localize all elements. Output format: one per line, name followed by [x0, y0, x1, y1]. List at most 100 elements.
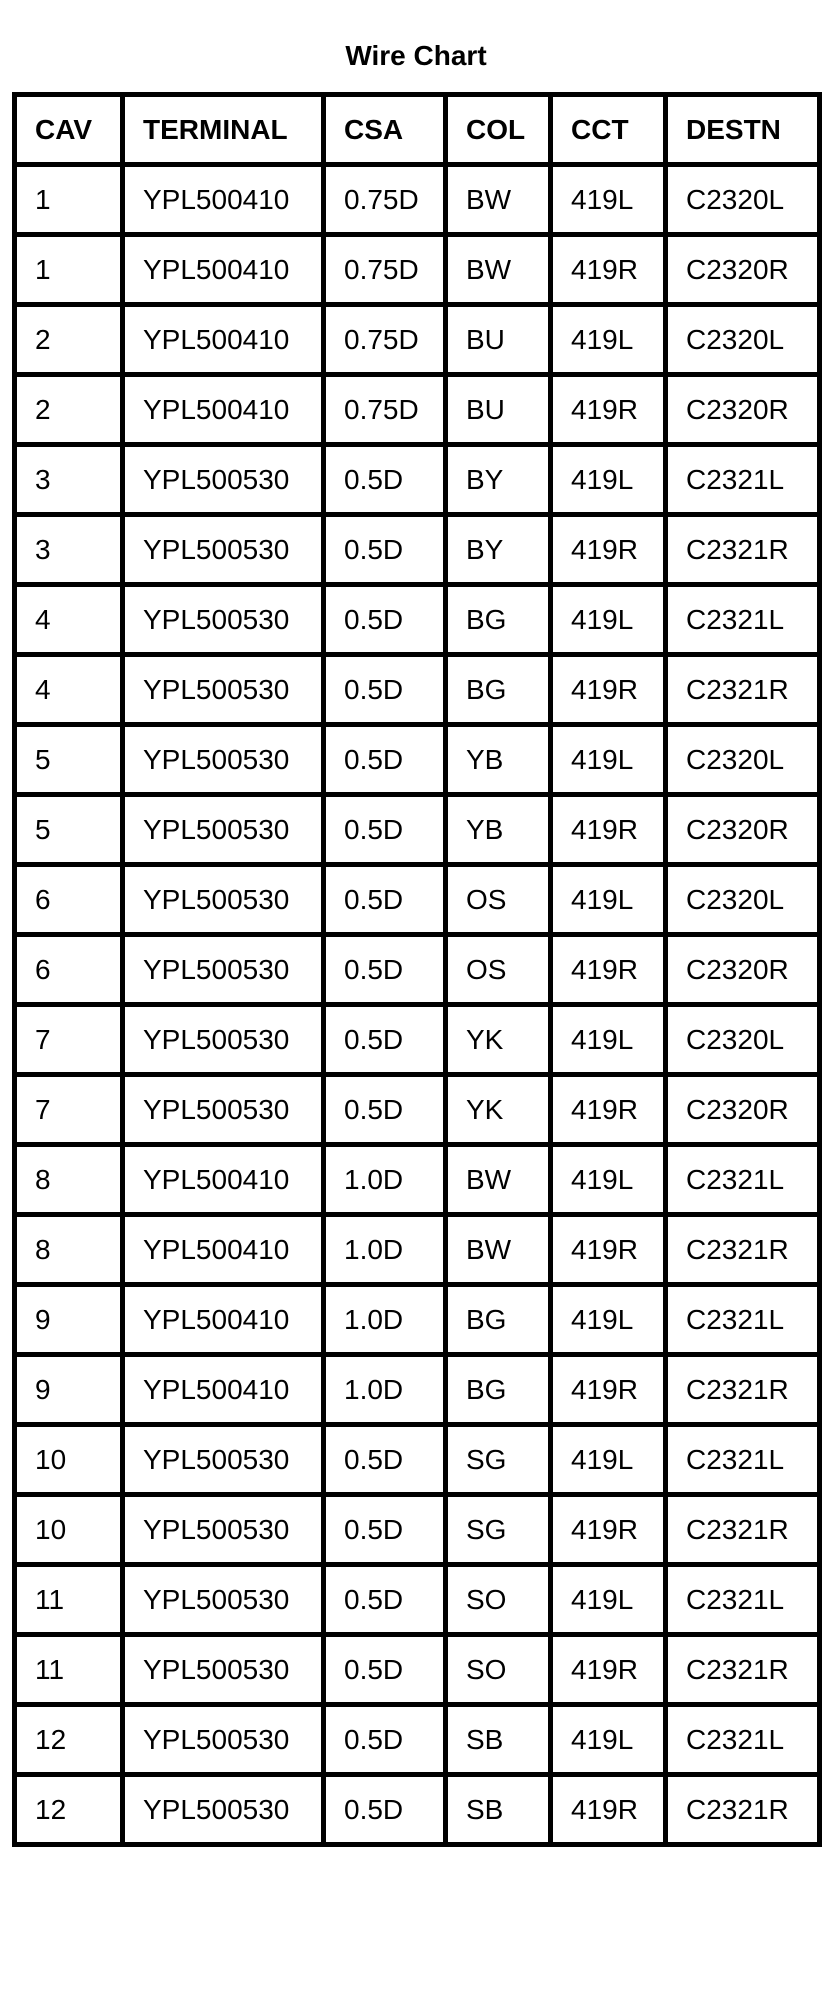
cell-cav: 2 — [12, 372, 125, 447]
cell-csa: 0.75D — [321, 302, 448, 377]
table-row: 3 YPL500530 0.5D BY 419L C2321L — [12, 442, 822, 517]
cell-destn: C2321L — [663, 1562, 822, 1637]
cell-cct: 419R — [548, 1772, 668, 1847]
table-row: 10 YPL500530 0.5D SG 419R C2321R — [12, 1492, 822, 1567]
table-row: 5 YPL500530 0.5D YB 419L C2320L — [12, 722, 822, 797]
cell-cct: 419R — [548, 512, 668, 587]
wire-chart-table: CAV TERMINAL CSA COL CCT DESTN 1 YPL500410 0.75… — [12, 92, 822, 1847]
column-header-cct: CCT — [548, 92, 668, 167]
table-row: 7 YPL500530 0.5D YK 419R C2320R — [12, 1072, 822, 1147]
cell-terminal: YPL500530 — [120, 932, 326, 1007]
cell-cct: 419R — [548, 652, 668, 727]
cell-col: BU — [443, 302, 553, 377]
cell-cct: 419L — [548, 1282, 668, 1357]
cell-csa: 0.5D — [321, 1492, 448, 1567]
cell-col: BU — [443, 372, 553, 447]
cell-cav: 12 — [12, 1702, 125, 1777]
cell-destn: C2320R — [663, 1072, 822, 1147]
cell-col: BY — [443, 442, 553, 517]
table-header-row: CAV TERMINAL CSA COL CCT DESTN — [12, 92, 822, 167]
cell-cav: 2 — [12, 302, 125, 377]
table-row: 8 YPL500410 1.0D BW 419L C2321L — [12, 1142, 822, 1217]
cell-destn: C2320L — [663, 302, 822, 377]
page-title: Wire Chart — [345, 40, 487, 71]
cell-terminal: YPL500530 — [120, 1072, 326, 1147]
cell-cct: 419R — [548, 792, 668, 867]
cell-cct: 419R — [548, 1072, 668, 1147]
column-header-col: COL — [443, 92, 553, 167]
cell-cct: 419L — [548, 1422, 668, 1497]
cell-destn: C2321R — [663, 652, 822, 727]
cell-cav: 3 — [12, 442, 125, 517]
cell-cct: 419L — [548, 1142, 668, 1217]
cell-cav: 1 — [12, 162, 125, 237]
cell-cct: 419L — [548, 722, 668, 797]
cell-cct: 419L — [548, 162, 668, 237]
cell-csa: 1.0D — [321, 1142, 448, 1217]
cell-destn: C2320R — [663, 232, 822, 307]
cell-terminal: YPL500530 — [120, 1632, 326, 1707]
cell-cav: 5 — [12, 722, 125, 797]
cell-terminal: YPL500410 — [120, 232, 326, 307]
cell-csa: 0.5D — [321, 792, 448, 867]
cell-cct: 419L — [548, 1562, 668, 1637]
cell-col: BW — [443, 1142, 553, 1217]
cell-destn: C2320L — [663, 1002, 822, 1077]
cell-csa: 0.5D — [321, 1562, 448, 1637]
table-row: 11 YPL500530 0.5D SO 419R C2321R — [12, 1632, 822, 1707]
cell-cct: 419L — [548, 582, 668, 657]
cell-destn: C2321R — [663, 512, 822, 587]
cell-destn: C2320R — [663, 372, 822, 447]
cell-destn: C2321R — [663, 1352, 822, 1427]
table-row: 1 YPL500410 0.75D BW 419L C2320L — [12, 162, 822, 237]
cell-csa: 0.5D — [321, 582, 448, 657]
cell-cct: 419L — [548, 862, 668, 937]
cell-col: OS — [443, 862, 553, 937]
cell-cct: 419R — [548, 1492, 668, 1567]
table-row: 5 YPL500530 0.5D YB 419R C2320R — [12, 792, 822, 867]
cell-terminal: YPL500410 — [120, 1212, 326, 1287]
cell-csa: 1.0D — [321, 1212, 448, 1287]
cell-cav: 7 — [12, 1002, 125, 1077]
cell-terminal: YPL500530 — [120, 512, 326, 587]
table-row: 8 YPL500410 1.0D BW 419R C2321R — [12, 1212, 822, 1287]
table-row: 4 YPL500530 0.5D BG 419L C2321L — [12, 582, 822, 657]
cell-cav: 12 — [12, 1772, 125, 1847]
cell-cav: 10 — [12, 1492, 125, 1567]
cell-destn: C2320L — [663, 162, 822, 237]
table-row: 3 YPL500530 0.5D BY 419R C2321R — [12, 512, 822, 587]
cell-csa: 0.75D — [321, 372, 448, 447]
cell-cav: 6 — [12, 862, 125, 937]
cell-cct: 419R — [548, 932, 668, 1007]
cell-destn: C2321L — [663, 442, 822, 517]
cell-csa: 0.5D — [321, 1702, 448, 1777]
cell-cct: 419L — [548, 442, 668, 517]
cell-col: OS — [443, 932, 553, 1007]
cell-csa: 0.5D — [321, 442, 448, 517]
table-row: 10 YPL500530 0.5D SG 419L C2321L — [12, 1422, 822, 1497]
column-header-csa: CSA — [321, 92, 448, 167]
cell-csa: 0.75D — [321, 232, 448, 307]
cell-cct: 419R — [548, 1352, 668, 1427]
cell-cav: 8 — [12, 1212, 125, 1287]
column-header-cav: CAV — [12, 92, 125, 167]
cell-terminal: YPL500410 — [120, 1352, 326, 1427]
cell-destn: C2321R — [663, 1212, 822, 1287]
column-header-terminal: TERMINAL — [120, 92, 326, 167]
cell-terminal: YPL500530 — [120, 652, 326, 727]
cell-col: YK — [443, 1072, 553, 1147]
cell-csa: 0.5D — [321, 932, 448, 1007]
cell-destn: C2321L — [663, 1422, 822, 1497]
cell-terminal: YPL500410 — [120, 1282, 326, 1357]
cell-col: SO — [443, 1632, 553, 1707]
cell-cct: 419L — [548, 1002, 668, 1077]
cell-terminal: YPL500410 — [120, 162, 326, 237]
table-row: 6 YPL500530 0.5D OS 419L C2320L — [12, 862, 822, 937]
cell-csa: 0.5D — [321, 512, 448, 587]
cell-terminal: YPL500530 — [120, 1702, 326, 1777]
table-row: 11 YPL500530 0.5D SO 419L C2321L — [12, 1562, 822, 1637]
cell-col: BW — [443, 1212, 553, 1287]
table-row: 6 YPL500530 0.5D OS 419R C2320R — [12, 932, 822, 1007]
table-row: 1 YPL500410 0.75D BW 419R C2320R — [12, 232, 822, 307]
cell-col: SB — [443, 1702, 553, 1777]
